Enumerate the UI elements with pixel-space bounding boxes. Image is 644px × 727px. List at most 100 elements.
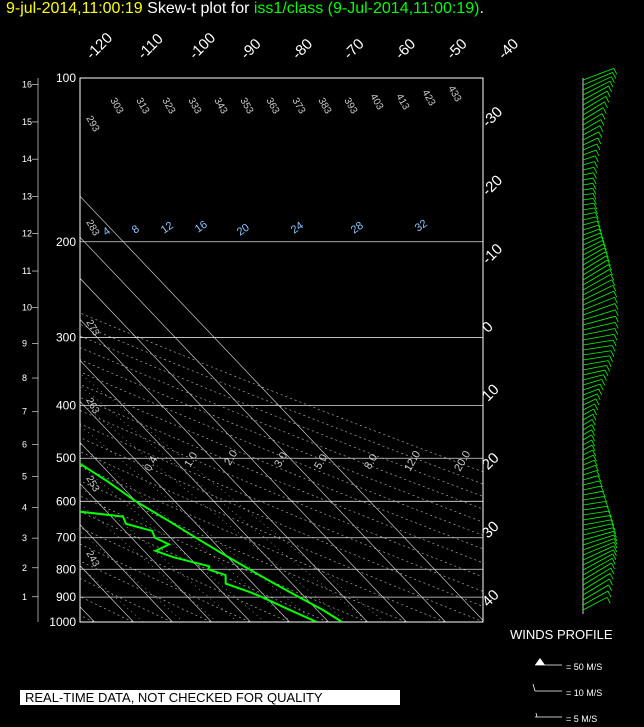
mixing-ratio-label: 28 (349, 220, 366, 237)
wind-barb (609, 573, 614, 580)
wind-barb (582, 434, 592, 441)
title-text: Skew-t plot for (147, 0, 250, 17)
isotherm-line (80, 195, 483, 621)
pressure-tick-label: 200 (56, 235, 76, 249)
wind-barb (610, 350, 615, 357)
wind-barb (582, 309, 616, 321)
sounding-layer (80, 462, 343, 622)
wind-barb (582, 161, 595, 166)
wind-barb (582, 247, 605, 261)
wind-barb (604, 369, 609, 377)
wind-barb (582, 449, 593, 456)
wind-barb (582, 515, 610, 521)
height-tick-label: 10 (22, 303, 32, 313)
wind-barb (591, 444, 596, 452)
legend-barb-10-tick (532, 683, 536, 692)
wind-barb (595, 398, 600, 406)
wind-barb (582, 131, 599, 141)
wind-barb (607, 590, 612, 598)
wind-barb (582, 350, 612, 356)
pressure-tick-label: 1000 (49, 615, 76, 629)
isotherm-line (80, 236, 446, 622)
dry-adiabat-line (80, 465, 446, 622)
wind-barb (609, 515, 614, 522)
wind-barb (582, 413, 594, 421)
wind-legend-5: = 5 M/S (566, 714, 598, 724)
mixing-ratio-label: 24 (289, 220, 306, 237)
wind-barb (592, 177, 597, 185)
wind-barb (591, 429, 595, 436)
wind-barb (582, 345, 613, 351)
wind-barb (611, 76, 615, 83)
wind-barb (582, 322, 616, 331)
wind-barb (604, 247, 608, 255)
wind-barb (582, 596, 608, 611)
wind-barb (611, 523, 616, 531)
wind-barb (592, 188, 597, 195)
wind-barb (592, 183, 597, 190)
wind-barb (582, 220, 598, 226)
quality-warning-banner: REAL-TIME DATA, NOT CHECKED FOR QUALITY (20, 690, 400, 705)
wind-barb (614, 322, 619, 329)
wind-barb (582, 290, 614, 306)
pressure-tick-label: 400 (56, 399, 76, 413)
wind-barb (610, 567, 615, 575)
wind-barb (612, 527, 617, 534)
wind-barb (582, 527, 613, 536)
wind-barb (582, 408, 594, 416)
wind-barb (614, 297, 618, 304)
wind-barb (603, 496, 608, 503)
wind-barb (600, 119, 605, 126)
wind-barb (612, 72, 617, 79)
wind-barb (613, 538, 618, 545)
isotherm-line (80, 483, 212, 622)
height-tick-label: 14 (22, 154, 32, 164)
wind-barb (606, 506, 611, 513)
wind-barb (609, 578, 613, 586)
wind-barb (591, 439, 596, 447)
wind-barb (592, 449, 597, 457)
wind-barb (582, 459, 595, 466)
wind-barb (606, 90, 611, 98)
wind-barb (613, 534, 618, 542)
wind-barb (582, 303, 616, 316)
wind-barb (600, 236, 605, 243)
wind-barb (595, 149, 600, 157)
wind-barb (594, 155, 599, 163)
wind-barb (602, 491, 606, 498)
wind-barb (613, 545, 618, 553)
wind-barb (582, 584, 609, 601)
wind-barb (582, 403, 595, 411)
wind-barb (582, 172, 594, 176)
wind-barb (582, 273, 611, 291)
wind-barb (594, 161, 598, 168)
wind-barb (582, 538, 615, 551)
wind-barb (606, 597, 611, 604)
wind-barb (611, 345, 616, 352)
plot-frame (79, 77, 484, 623)
wind-barb (599, 480, 603, 488)
wind-barb (609, 355, 613, 362)
wind-barb (582, 236, 602, 246)
wind-barb (582, 207, 595, 211)
wind-barb (593, 460, 598, 467)
wind-barb (582, 485, 601, 491)
pressure-tick-label: 300 (56, 331, 76, 345)
wind-barb (593, 167, 598, 174)
dry-adiabat-line (80, 560, 212, 622)
isotherm-line (80, 359, 329, 622)
wind-barb (606, 365, 611, 372)
mixing-ratio-label: 12 (159, 220, 176, 237)
dry-adiabat-line (80, 371, 483, 536)
dry-adiabat-line (80, 511, 329, 622)
wind-barb (613, 68, 618, 75)
wind-barb (582, 264, 609, 281)
wind-barb (582, 549, 614, 566)
wind-barb (582, 388, 599, 396)
wind-barb (582, 143, 598, 151)
wind-barb (601, 379, 606, 386)
wind-barb (582, 360, 609, 366)
wind-barb (582, 251, 606, 266)
mixing-ratio-line (80, 565, 144, 622)
wind-barb (613, 334, 618, 341)
